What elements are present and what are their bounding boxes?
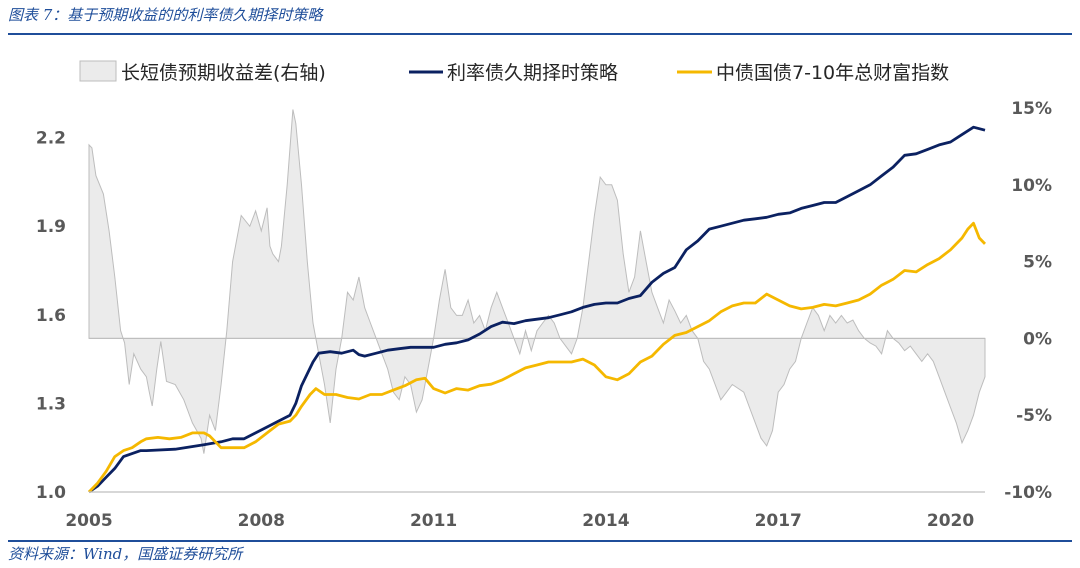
x-tick-label: 2008 xyxy=(238,511,285,531)
y-axis-left: 1.0 1.3 1.6 1.9 2.2 xyxy=(36,129,66,503)
x-tick-label: 2011 xyxy=(410,511,457,531)
y-right-tick-label: 5% xyxy=(1023,253,1052,273)
y-left-tick-label: 1.9 xyxy=(36,217,66,237)
x-tick-label: 2020 xyxy=(927,511,974,531)
legend-swatch-spread xyxy=(79,60,117,82)
y-right-tick-label: 0% xyxy=(1023,329,1052,349)
y-right-tick-label: -5% xyxy=(1016,406,1052,426)
x-tick-label: 2005 xyxy=(65,511,112,531)
y-axis-right: -10% -5% 0% 5% 10% 15% xyxy=(1004,99,1052,503)
y-left-tick-label: 2.2 xyxy=(36,129,66,149)
y-right-tick-label: -10% xyxy=(1004,483,1052,503)
x-tick-label: 2014 xyxy=(582,511,629,531)
figure-title: 图表 7：基于预期收益的的利率债久期择时策略 xyxy=(8,6,323,24)
source-rule xyxy=(8,540,1072,542)
legend-label-spread: 长短债预期收益差(右轴) xyxy=(121,62,326,84)
y-right-tick-label: 10% xyxy=(1011,176,1052,196)
y-right-tick-label: 15% xyxy=(1011,99,1052,119)
index-line xyxy=(87,221,987,493)
lines-layer xyxy=(87,125,987,494)
spread-area-layer xyxy=(88,109,986,454)
y-left-tick-label: 1.6 xyxy=(36,306,66,326)
legend: 长短债预期收益差(右轴) 利率债久期择时策略 中债国债7-10年总财富指数 xyxy=(79,60,949,84)
chart-canvas: 长短债预期收益差(右轴) 利率债久期择时策略 中债国债7-10年总财富指数 1.01… xyxy=(36,60,1052,531)
legend-label-strategy: 利率债久期择时策略 xyxy=(447,62,618,84)
x-axis: 2005 2008 2011 2014 2017 2020 xyxy=(65,491,985,531)
y-left-tick-label: 1.3 xyxy=(36,394,66,414)
source-note: 资料来源：Wind，国盛证券研究所 xyxy=(8,545,243,563)
spread-area xyxy=(88,109,986,454)
legend-label-index: 中债国债7-10年总财富指数 xyxy=(716,62,949,84)
y-left-tick-label: 1.0 xyxy=(36,483,66,503)
strategy-line xyxy=(88,125,986,494)
x-tick-label: 2017 xyxy=(755,511,802,531)
title-rule xyxy=(8,33,1072,35)
